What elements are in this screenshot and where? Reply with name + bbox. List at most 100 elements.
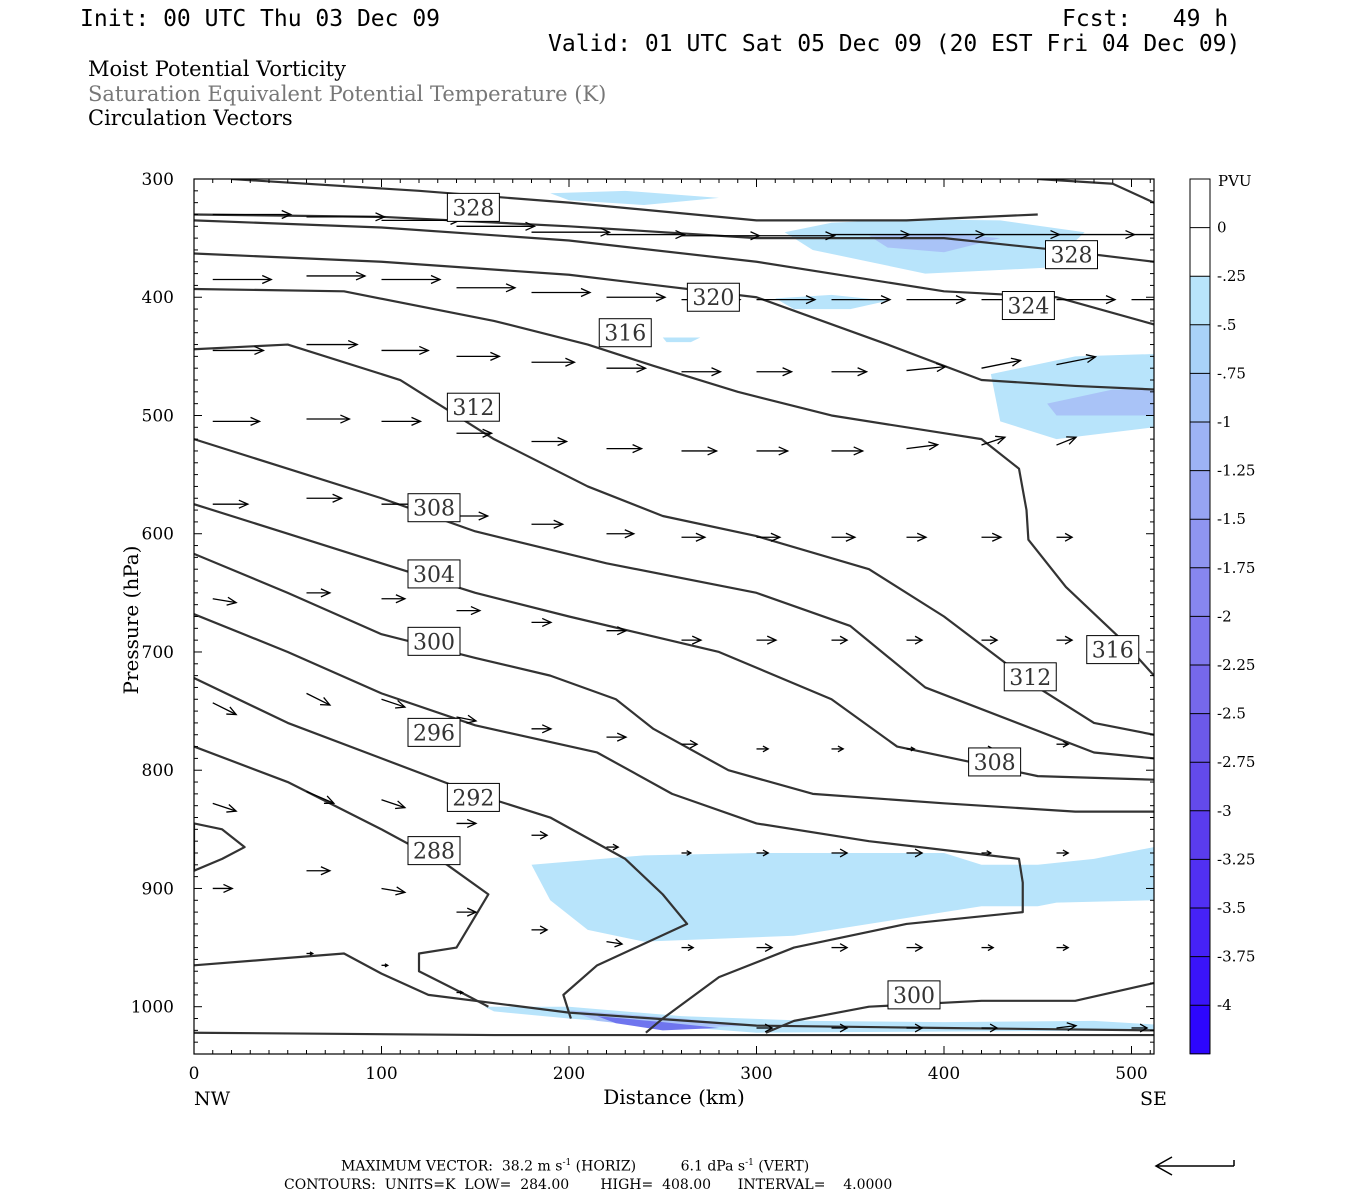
vector-head [539,925,549,935]
circulation-vector [306,493,344,503]
y-tick-label: 500 [142,406,174,426]
circulation-vector [456,283,517,293]
horiz-unit-exponent: -1 [562,1158,572,1168]
circulation-vector [906,746,916,752]
vector-shaft [456,716,477,722]
contour-label: 316 [598,318,652,348]
vector-head [914,848,924,858]
contour-label-text: 328 [1051,244,1093,269]
circulation-vector [381,594,407,604]
vector-head [695,532,707,542]
colorbar-tick-label: 0 [1217,219,1227,237]
circulation-vector [756,849,770,857]
vector-head [1062,740,1070,748]
vector-head [250,416,262,426]
vector-head [323,795,336,804]
circulation-vector [831,848,849,858]
contour-label-box [887,980,941,1010]
circulation-vector [981,1023,999,1033]
vector-head [686,850,693,856]
theta-contour [1037,179,1154,204]
y-tick-label: 300 [142,170,174,190]
colorbar-segment [1190,470,1210,520]
vector-head [675,229,687,240]
colorbar-segment [1190,762,1210,812]
circulation-vector [531,357,577,367]
contour-label: 308 [968,747,1022,777]
colorbar-tick-label: -3 [1217,802,1232,820]
vector-head [505,283,517,293]
vector-head [778,446,790,456]
circulation-vector [381,886,407,896]
vector-head [711,367,723,377]
vector-shaft [606,941,623,945]
contour-label-text: 300 [893,984,935,1009]
contour-label: 316 [1086,635,1140,665]
circulation-vector [1131,233,1154,236]
colorbar-tick-label: -3.75 [1217,948,1255,966]
theta-contour-296 [194,613,1024,1034]
circulation-vector [606,229,687,240]
circulation-vector [306,951,315,956]
colorbar-tick-label: -4 [1217,996,1232,1014]
circulation-vector [212,499,250,509]
colorbar-tick-label: -1 [1217,413,1232,431]
circulation-vector [606,626,628,636]
circulation-vector [381,963,390,968]
colorbar: 0 -.25 -.5 -.75 -1 -1.25 -1.5 -1.75 -2 -2.25 -2.5 -… [1189,178,1255,1055]
y-tick-label: 900 [142,879,174,899]
vector-head [1062,849,1070,857]
vector-head [689,739,699,749]
circulation-vector [756,532,782,542]
circulation-vector [681,944,695,952]
circulation-vector [531,830,549,840]
field-title-vectors: Circulation Vectors [88,106,293,130]
circulation-vector [831,367,869,377]
circulation-vector [1056,354,1098,366]
vector-head [1085,354,1098,364]
contour-label-text: 312 [1009,666,1051,691]
y-tick-label: 400 [142,288,174,308]
circulation-vector [981,850,993,856]
y-tick-label: 1000 [131,998,174,1018]
vector-head [430,274,442,285]
circulation-vector [306,790,336,804]
colorbar-segment [1190,567,1210,617]
vector-head [989,1023,999,1033]
contour-label: 308 [407,493,461,523]
colorbar-segment [1190,616,1210,666]
circulation-vector [906,441,940,451]
circulation-vector [756,295,817,305]
theta-contour-292 [194,676,689,1019]
circulation-vector [212,274,273,285]
circulation-vector [981,435,1007,446]
colorbar-label: PVU [1218,172,1252,190]
circulation-vector [306,692,332,706]
circulation-vector [756,635,778,645]
y-tick-label: 800 [142,761,174,781]
y-axis-label: Pressure (hPa) [119,546,143,695]
circulation-vector [531,519,565,529]
colorbar-segment [1190,908,1210,958]
vector-head [839,943,849,953]
vector-head [226,706,238,716]
vector-head [782,367,794,377]
contour-label-box [407,493,461,523]
vector-shaft [381,887,406,894]
vector-head [557,436,569,447]
colorbar-tick-label: -1.25 [1217,462,1255,480]
vector-head [910,746,916,752]
contour-label: 328 [1045,240,1098,270]
pv-region-mid [1047,389,1154,416]
vector-head [616,732,628,742]
axes: 300 400 500 600 700 800 900 1000 0 100 200 300 400 50… [131,170,1154,1084]
vector-head [254,345,266,356]
vector-head [691,635,703,645]
vector-head [766,635,778,645]
contour-labels: 328 328 320 324 316 312 308 304 300 296 292 288 316 3… [407,192,1140,1010]
contour-label-text: 292 [452,786,494,811]
vector-head [226,804,238,813]
x-tick-label: 300 [740,1064,772,1084]
colorbar-tick-label: -.75 [1217,364,1246,382]
